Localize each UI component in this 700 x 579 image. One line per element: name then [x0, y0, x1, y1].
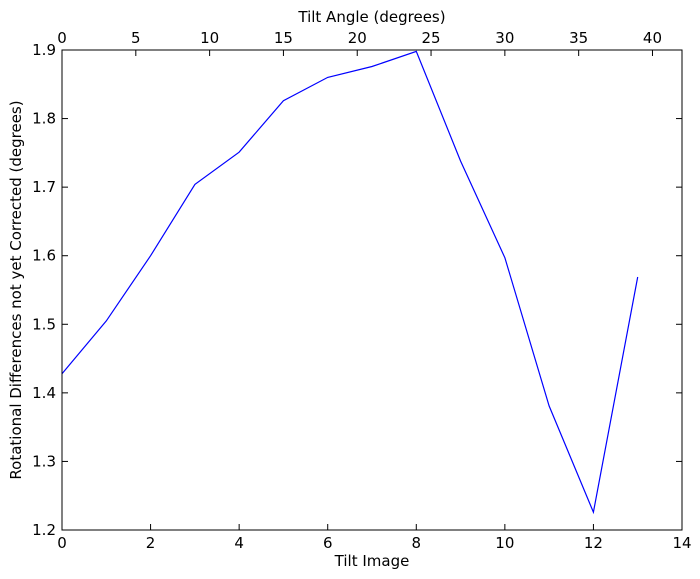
top-axis-ticks: 0 5 10 15 20 25 30 35 40 [57, 29, 662, 56]
x-tick-label: 4 [234, 534, 244, 552]
y-tick-label: 1.6 [32, 247, 56, 265]
y-tick-label: 1.2 [32, 521, 56, 539]
top-tick-label: 0 [57, 29, 67, 47]
x-tick-label: 14 [672, 534, 691, 552]
series-line [61, 50, 639, 515]
x-tick-label: 2 [146, 534, 156, 552]
y-axis-title: Rotational Differences not yet Corrected… [7, 100, 25, 479]
y-tick-label: 1.5 [32, 315, 56, 333]
top-tick-label: 15 [274, 29, 293, 47]
y-axis-ticks: 1.2 1.3 1.4 1.5 1.6 1.7 1.8 1.9 [32, 41, 682, 539]
top-tick-label: 40 [643, 29, 662, 47]
y-tick-label: 1.9 [32, 41, 56, 59]
y-tick-label: 1.7 [32, 178, 56, 196]
top-tick-label: 30 [495, 29, 514, 47]
x-tick-label: 6 [323, 534, 333, 552]
top-tick-label: 25 [422, 29, 441, 47]
top-tick-label: 5 [131, 29, 141, 47]
top-tick-label: 20 [348, 29, 367, 47]
x-axis-ticks: 0 2 4 6 8 10 12 14 [57, 524, 692, 552]
top-axis-title: Tilt Angle (degrees) [297, 8, 445, 26]
y-tick-label: 1.8 [32, 110, 56, 128]
top-tick-label: 35 [569, 29, 588, 47]
x-tick-label: 0 [57, 534, 67, 552]
plot-frame [61, 49, 683, 531]
top-tick-label: 10 [200, 29, 219, 47]
x-tick-label: 8 [412, 534, 422, 552]
y-tick-label: 1.3 [32, 452, 56, 470]
y-tick-label: 1.4 [32, 384, 56, 402]
x-tick-label: 12 [584, 534, 603, 552]
series-layer [61, 50, 639, 515]
x-tick-label: 10 [495, 534, 514, 552]
x-axis-title: Tilt Image [334, 552, 410, 570]
